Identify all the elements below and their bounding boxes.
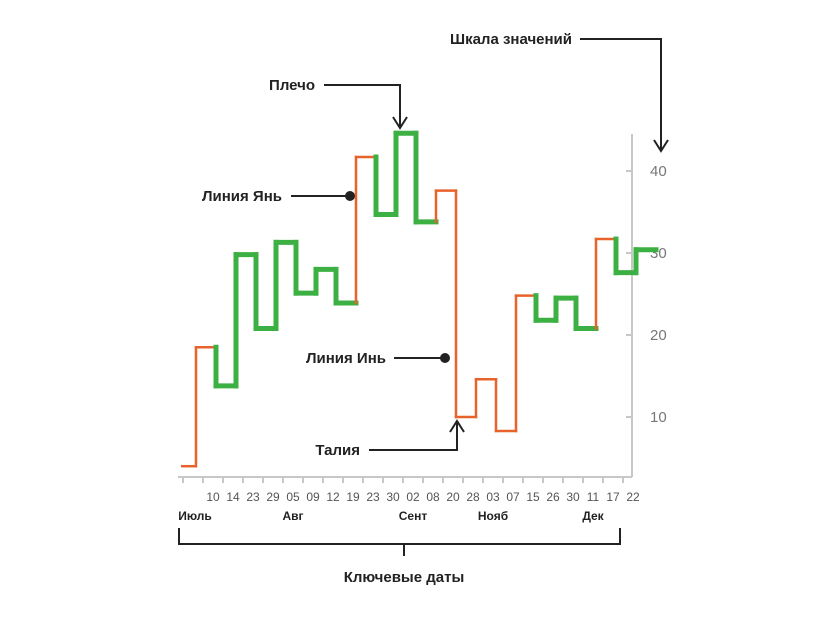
x-tick-label: 20 (446, 490, 460, 504)
yang-line-label: Линия Янь (202, 188, 282, 205)
x-tick-label: 09 (306, 490, 320, 504)
axes: 10 20 30 40 10 14 23 29 05 09 12 19 23 30 02 08 20 28 03 07… (178, 134, 667, 523)
scale-arrow (580, 38, 662, 150)
scale-arrow-head (653, 139, 669, 153)
x-tick-label: 28 (466, 490, 480, 504)
x-tick-label: 15 (526, 490, 540, 504)
yin-line-marker (440, 353, 450, 363)
month-label: Дек (582, 509, 604, 523)
x-tick-label: 11 (587, 490, 600, 504)
x-tick-label: 07 (506, 490, 520, 504)
x-tick-label: 22 (626, 490, 640, 504)
x-tick-label: 30 (386, 490, 400, 504)
kagi-series (181, 130, 659, 468)
key-dates-label: Ключевые даты (344, 569, 465, 586)
x-tick-label: 19 (346, 490, 360, 504)
x-tick-label: 10 (206, 490, 220, 504)
month-label: Сент (399, 509, 428, 523)
key-dates-bracket (178, 528, 621, 556)
month-label: Авг (282, 509, 303, 523)
x-tick-label: 05 (286, 490, 300, 504)
x-tick-label: 26 (546, 490, 560, 504)
yang-line-marker (345, 191, 355, 201)
x-tick-label: 29 (266, 490, 280, 504)
y-tick-label: 20 (650, 327, 667, 344)
yin-line-label: Линия Инь (306, 350, 386, 367)
month-label: Нояб (478, 509, 508, 523)
x-tick-label: 30 (566, 490, 580, 504)
y-tick-label: 10 (650, 409, 667, 426)
waist-arrow (369, 423, 458, 451)
x-tick-label: 23 (366, 490, 380, 504)
waist-label: Талия (315, 442, 360, 459)
y-tick-label: 40 (650, 163, 667, 180)
x-tick-label: 12 (326, 490, 340, 504)
x-tick-label: 03 (486, 490, 500, 504)
shoulder-label: Плечо (269, 77, 315, 94)
x-tick-label: 14 (226, 490, 240, 504)
shoulder-arrow (324, 84, 401, 127)
month-label: Июль (178, 509, 212, 523)
shoulder-arrow-head (392, 116, 408, 130)
annotations: Шкала значений Плечо Линия Янь Линия Инь… (178, 31, 669, 586)
waist-arrow-head (449, 419, 465, 433)
x-tick-label: 17 (606, 490, 620, 504)
x-tick-label: 08 (426, 490, 440, 504)
scale-label: Шкала значений (450, 31, 572, 48)
x-tick-label: 02 (406, 490, 420, 504)
x-tick-label: 23 (246, 490, 260, 504)
